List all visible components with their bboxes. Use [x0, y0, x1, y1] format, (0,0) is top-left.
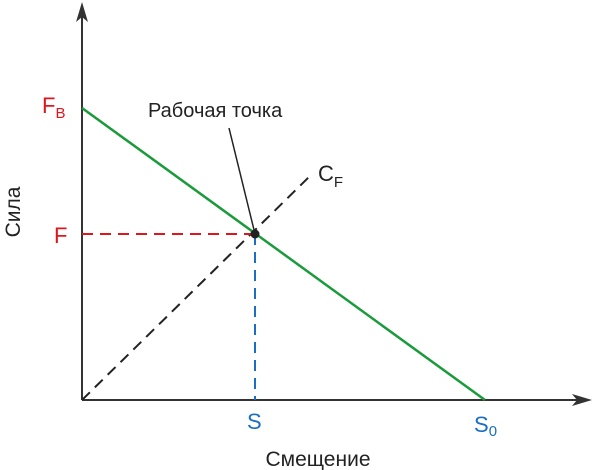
s0-label-sub: 0	[489, 423, 497, 440]
operating-point-pointer	[228, 127, 256, 235]
fb-label-main: F	[42, 93, 55, 118]
y-axis-label: Сила	[2, 186, 25, 237]
operating-point-dot	[250, 229, 260, 239]
operating-point-label: Рабочая точка	[148, 100, 283, 122]
cf-label-sub: F	[334, 174, 343, 191]
fb-label-sub: B	[55, 105, 65, 122]
s0-label-main: S	[474, 412, 489, 437]
cf-label-main: C	[318, 161, 334, 186]
s0-label: S0	[474, 412, 497, 440]
cf-label: CF	[318, 161, 343, 191]
f-label: F	[54, 223, 67, 248]
fb-label: FB	[42, 93, 65, 122]
x-axis-arrowhead	[572, 394, 592, 406]
y-axis-arrowhead	[76, 2, 88, 22]
stiffness-line	[81, 175, 311, 401]
load-line	[81, 106, 486, 402]
x-axis-label: Смещение	[265, 448, 370, 470]
s-label: S	[247, 409, 262, 434]
